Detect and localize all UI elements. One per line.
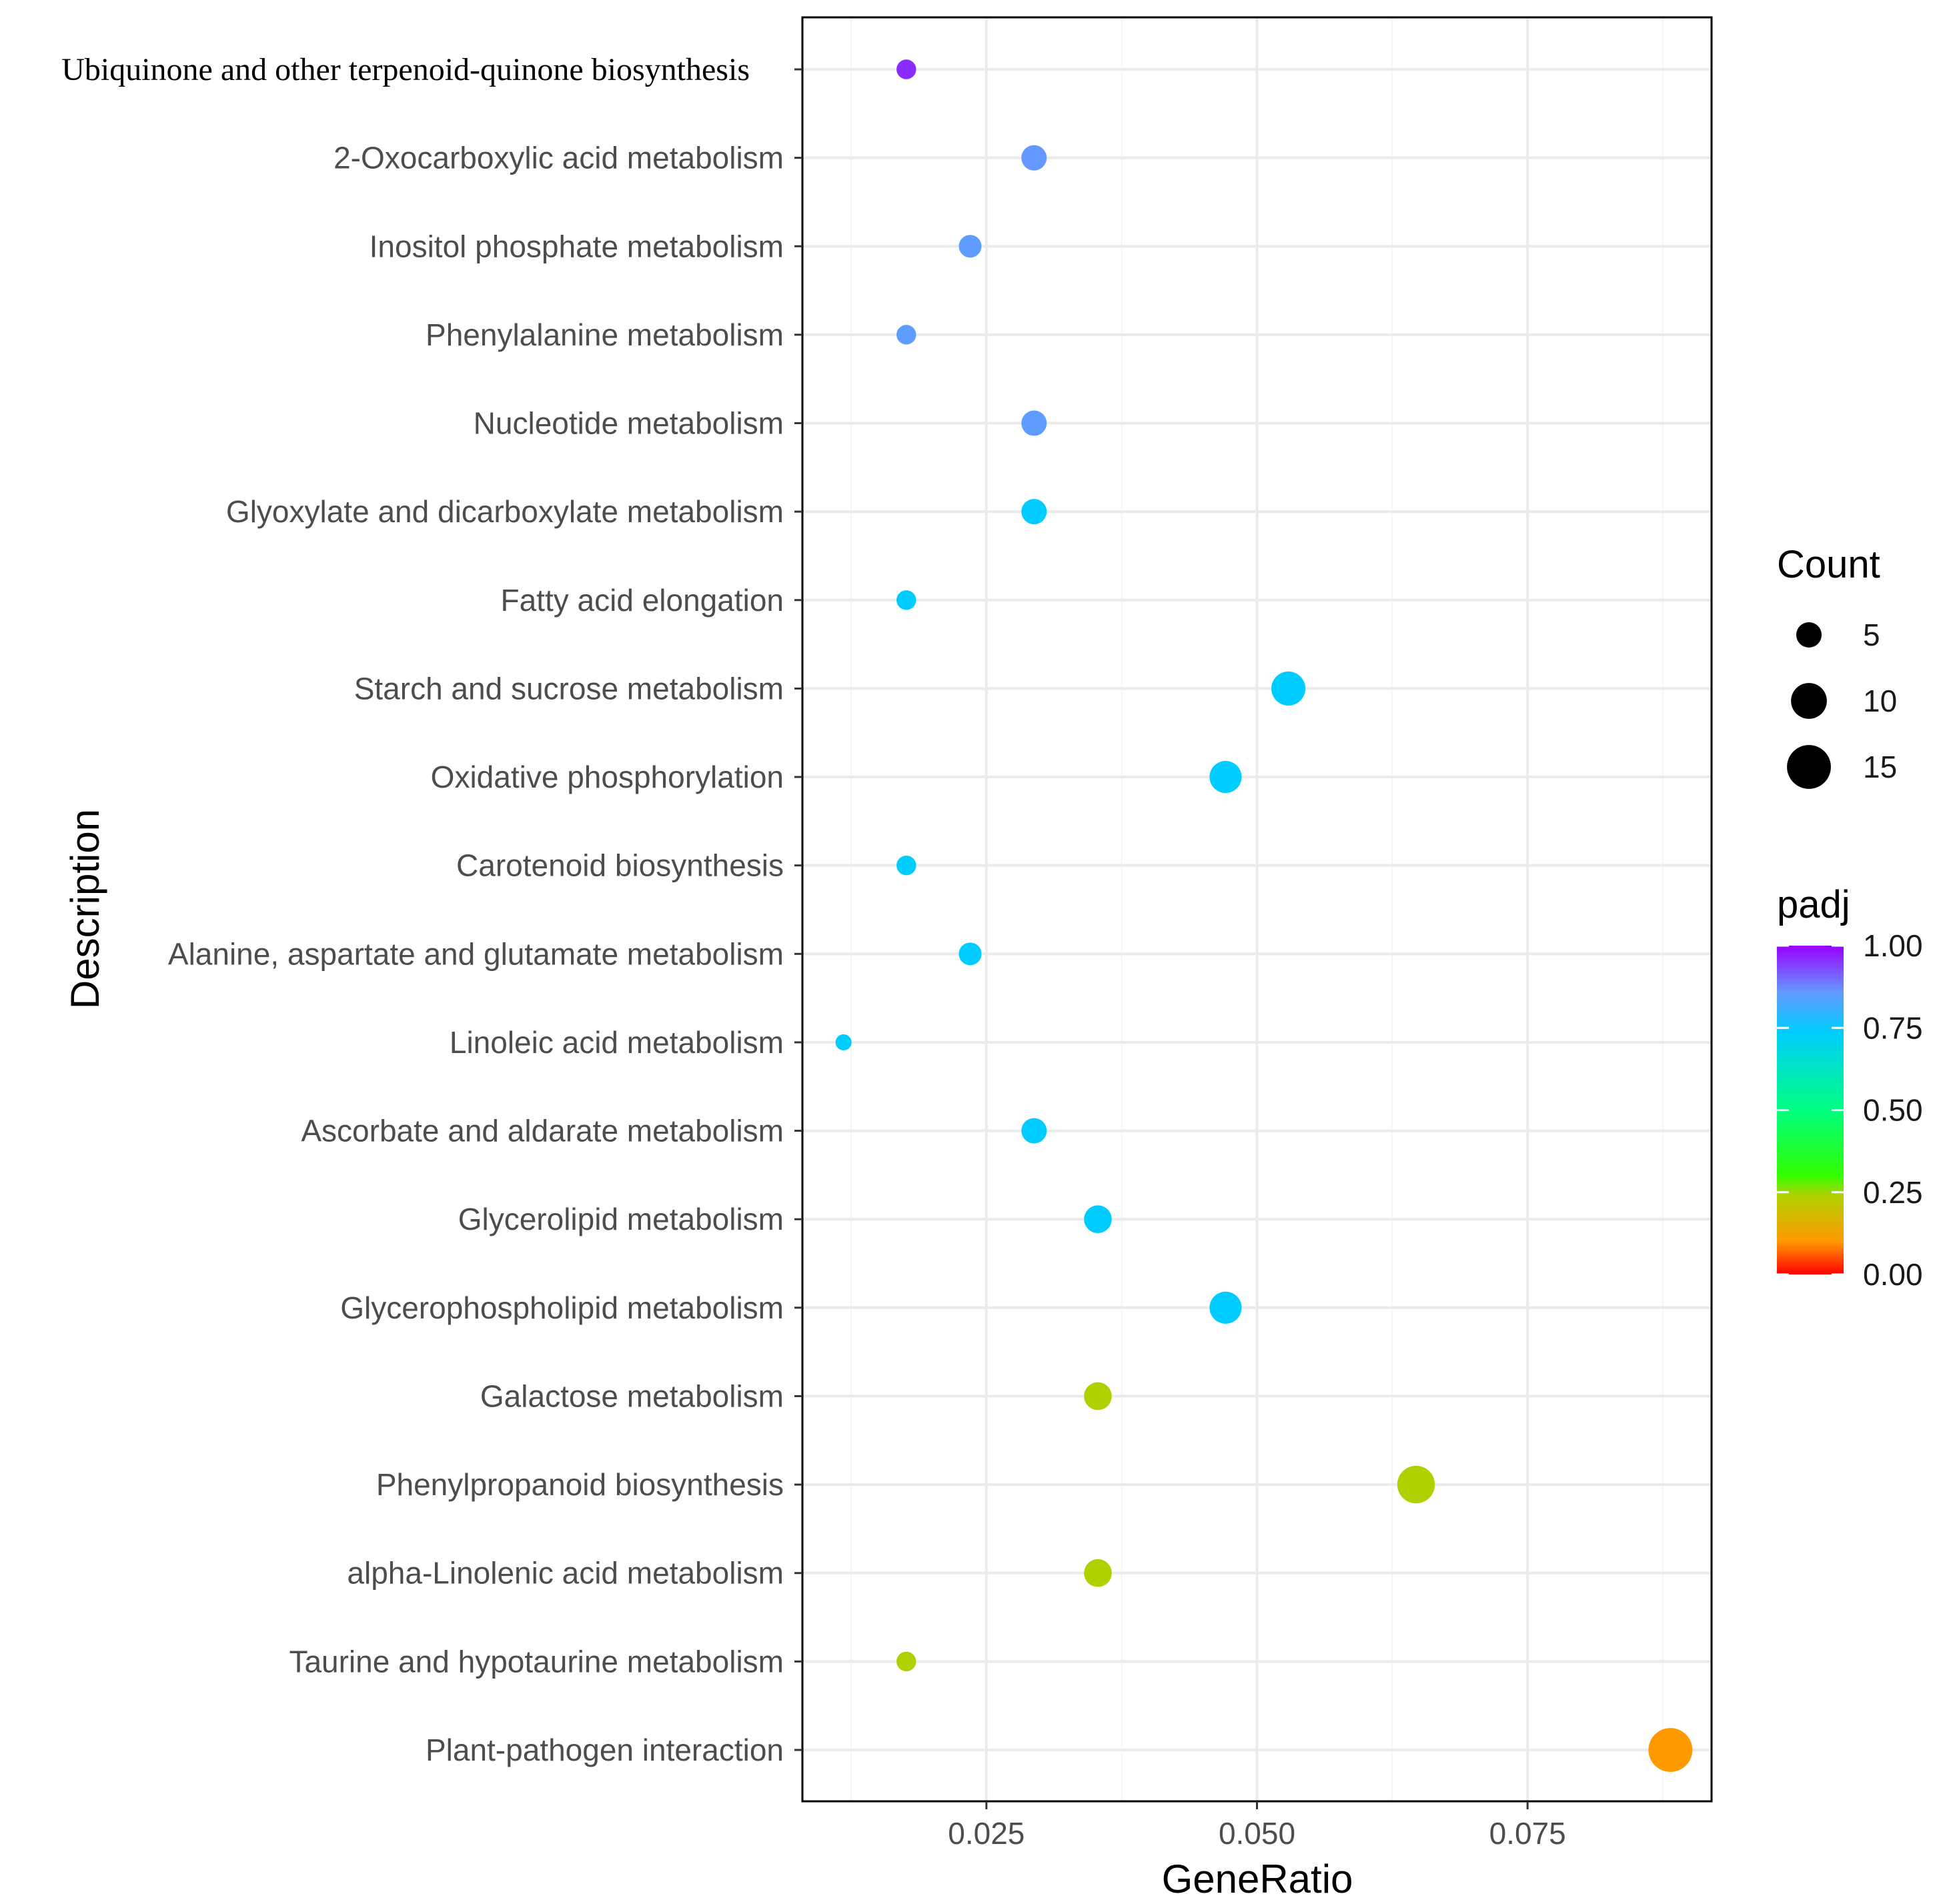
padj-legend: padj 1.00 0.75 0.50 0.25 0.00 xyxy=(1777,883,1923,1292)
data-point xyxy=(896,59,916,79)
y-tick-label: Glycerolipid metabolism xyxy=(458,1202,784,1236)
data-point xyxy=(958,235,982,258)
data-point xyxy=(835,1034,852,1050)
colorbar-label: 0.25 xyxy=(1863,1175,1923,1210)
y-tick-label: Linoleic acid metabolism xyxy=(450,1025,784,1060)
data-points xyxy=(835,59,1693,1772)
y-tick-label: Ubiquinone and other terpenoid-quinone b… xyxy=(61,52,750,87)
data-point xyxy=(1209,1291,1242,1324)
data-point xyxy=(1084,1559,1112,1587)
colorbar-label: 0.00 xyxy=(1863,1257,1923,1292)
count-legend-key xyxy=(1787,745,1831,789)
y-tick-label: Glyoxylate and dicarboxylate metabolism xyxy=(226,494,784,529)
data-point xyxy=(896,1651,916,1672)
y-tick-label: Glycerophospholipid metabolism xyxy=(340,1290,784,1325)
y-tick-label: Nucleotide metabolism xyxy=(474,406,784,441)
count-legend-title: Count xyxy=(1777,543,1880,586)
data-point xyxy=(958,942,982,966)
y-tick-label: 2-Oxocarboxylic acid metabolism xyxy=(334,141,784,175)
y-tick-label: Phenylpropanoid biosynthesis xyxy=(376,1467,784,1502)
x-tick-label: 0.025 xyxy=(948,1816,1025,1851)
y-tick-label: Taurine and hypotaurine metabolism xyxy=(289,1644,784,1679)
data-point xyxy=(1021,145,1047,171)
colorbar-label: 0.50 xyxy=(1863,1093,1923,1128)
y-axis-title: Description xyxy=(63,809,107,1009)
y-tick-label: Oxidative phosphorylation xyxy=(431,760,784,794)
count-legend-label: 5 xyxy=(1863,618,1880,652)
y-tick-label: Starch and sucrose metabolism xyxy=(354,671,784,706)
x-axis: 0.025 0.050 0.075 xyxy=(948,1801,1566,1851)
grid-lines xyxy=(802,17,1712,1801)
count-legend: Count 5 10 15 xyxy=(1777,543,1897,789)
data-point xyxy=(896,855,916,876)
y-tick-label: alpha-Linolenic acid metabolism xyxy=(347,1556,784,1591)
y-tick-label: Carotenoid biosynthesis xyxy=(456,848,784,883)
data-point xyxy=(1021,1118,1047,1144)
data-point xyxy=(1271,671,1306,706)
data-point xyxy=(1084,1382,1112,1410)
y-tick-label: Ascorbate and aldarate metabolism xyxy=(301,1114,784,1148)
y-tick-label: Alanine, aspartate and glutamate metabol… xyxy=(168,936,784,971)
x-tick-label: 0.075 xyxy=(1489,1816,1566,1851)
colorbar-label: 1.00 xyxy=(1863,928,1923,963)
count-legend-label: 10 xyxy=(1863,684,1897,718)
count-legend-label: 15 xyxy=(1863,750,1897,784)
y-tick-label: Fatty acid elongation xyxy=(501,583,784,618)
count-legend-key xyxy=(1796,622,1822,648)
data-point xyxy=(1397,1465,1435,1504)
x-tick-label: 0.050 xyxy=(1219,1816,1295,1851)
x-axis-title: GeneRatio xyxy=(1162,1857,1353,1901)
data-point xyxy=(896,325,916,345)
data-point xyxy=(1648,1728,1693,1772)
data-point xyxy=(1209,761,1242,794)
data-point xyxy=(1021,499,1047,525)
y-tick-label: Plant-pathogen interaction xyxy=(426,1733,784,1767)
y-axis: Ubiquinone and other terpenoid-quinone b… xyxy=(61,52,802,1767)
padj-legend-title: padj xyxy=(1777,883,1850,926)
data-point xyxy=(896,590,916,610)
data-point xyxy=(1021,410,1047,436)
y-tick-label: Galactose metabolism xyxy=(480,1378,784,1413)
y-tick-label: Inositol phosphate metabolism xyxy=(370,229,784,263)
count-legend-key xyxy=(1791,683,1827,719)
data-point xyxy=(1084,1205,1112,1234)
colorbar-label: 0.75 xyxy=(1863,1010,1923,1045)
y-tick-label: Phenylalanine metabolism xyxy=(426,317,784,352)
